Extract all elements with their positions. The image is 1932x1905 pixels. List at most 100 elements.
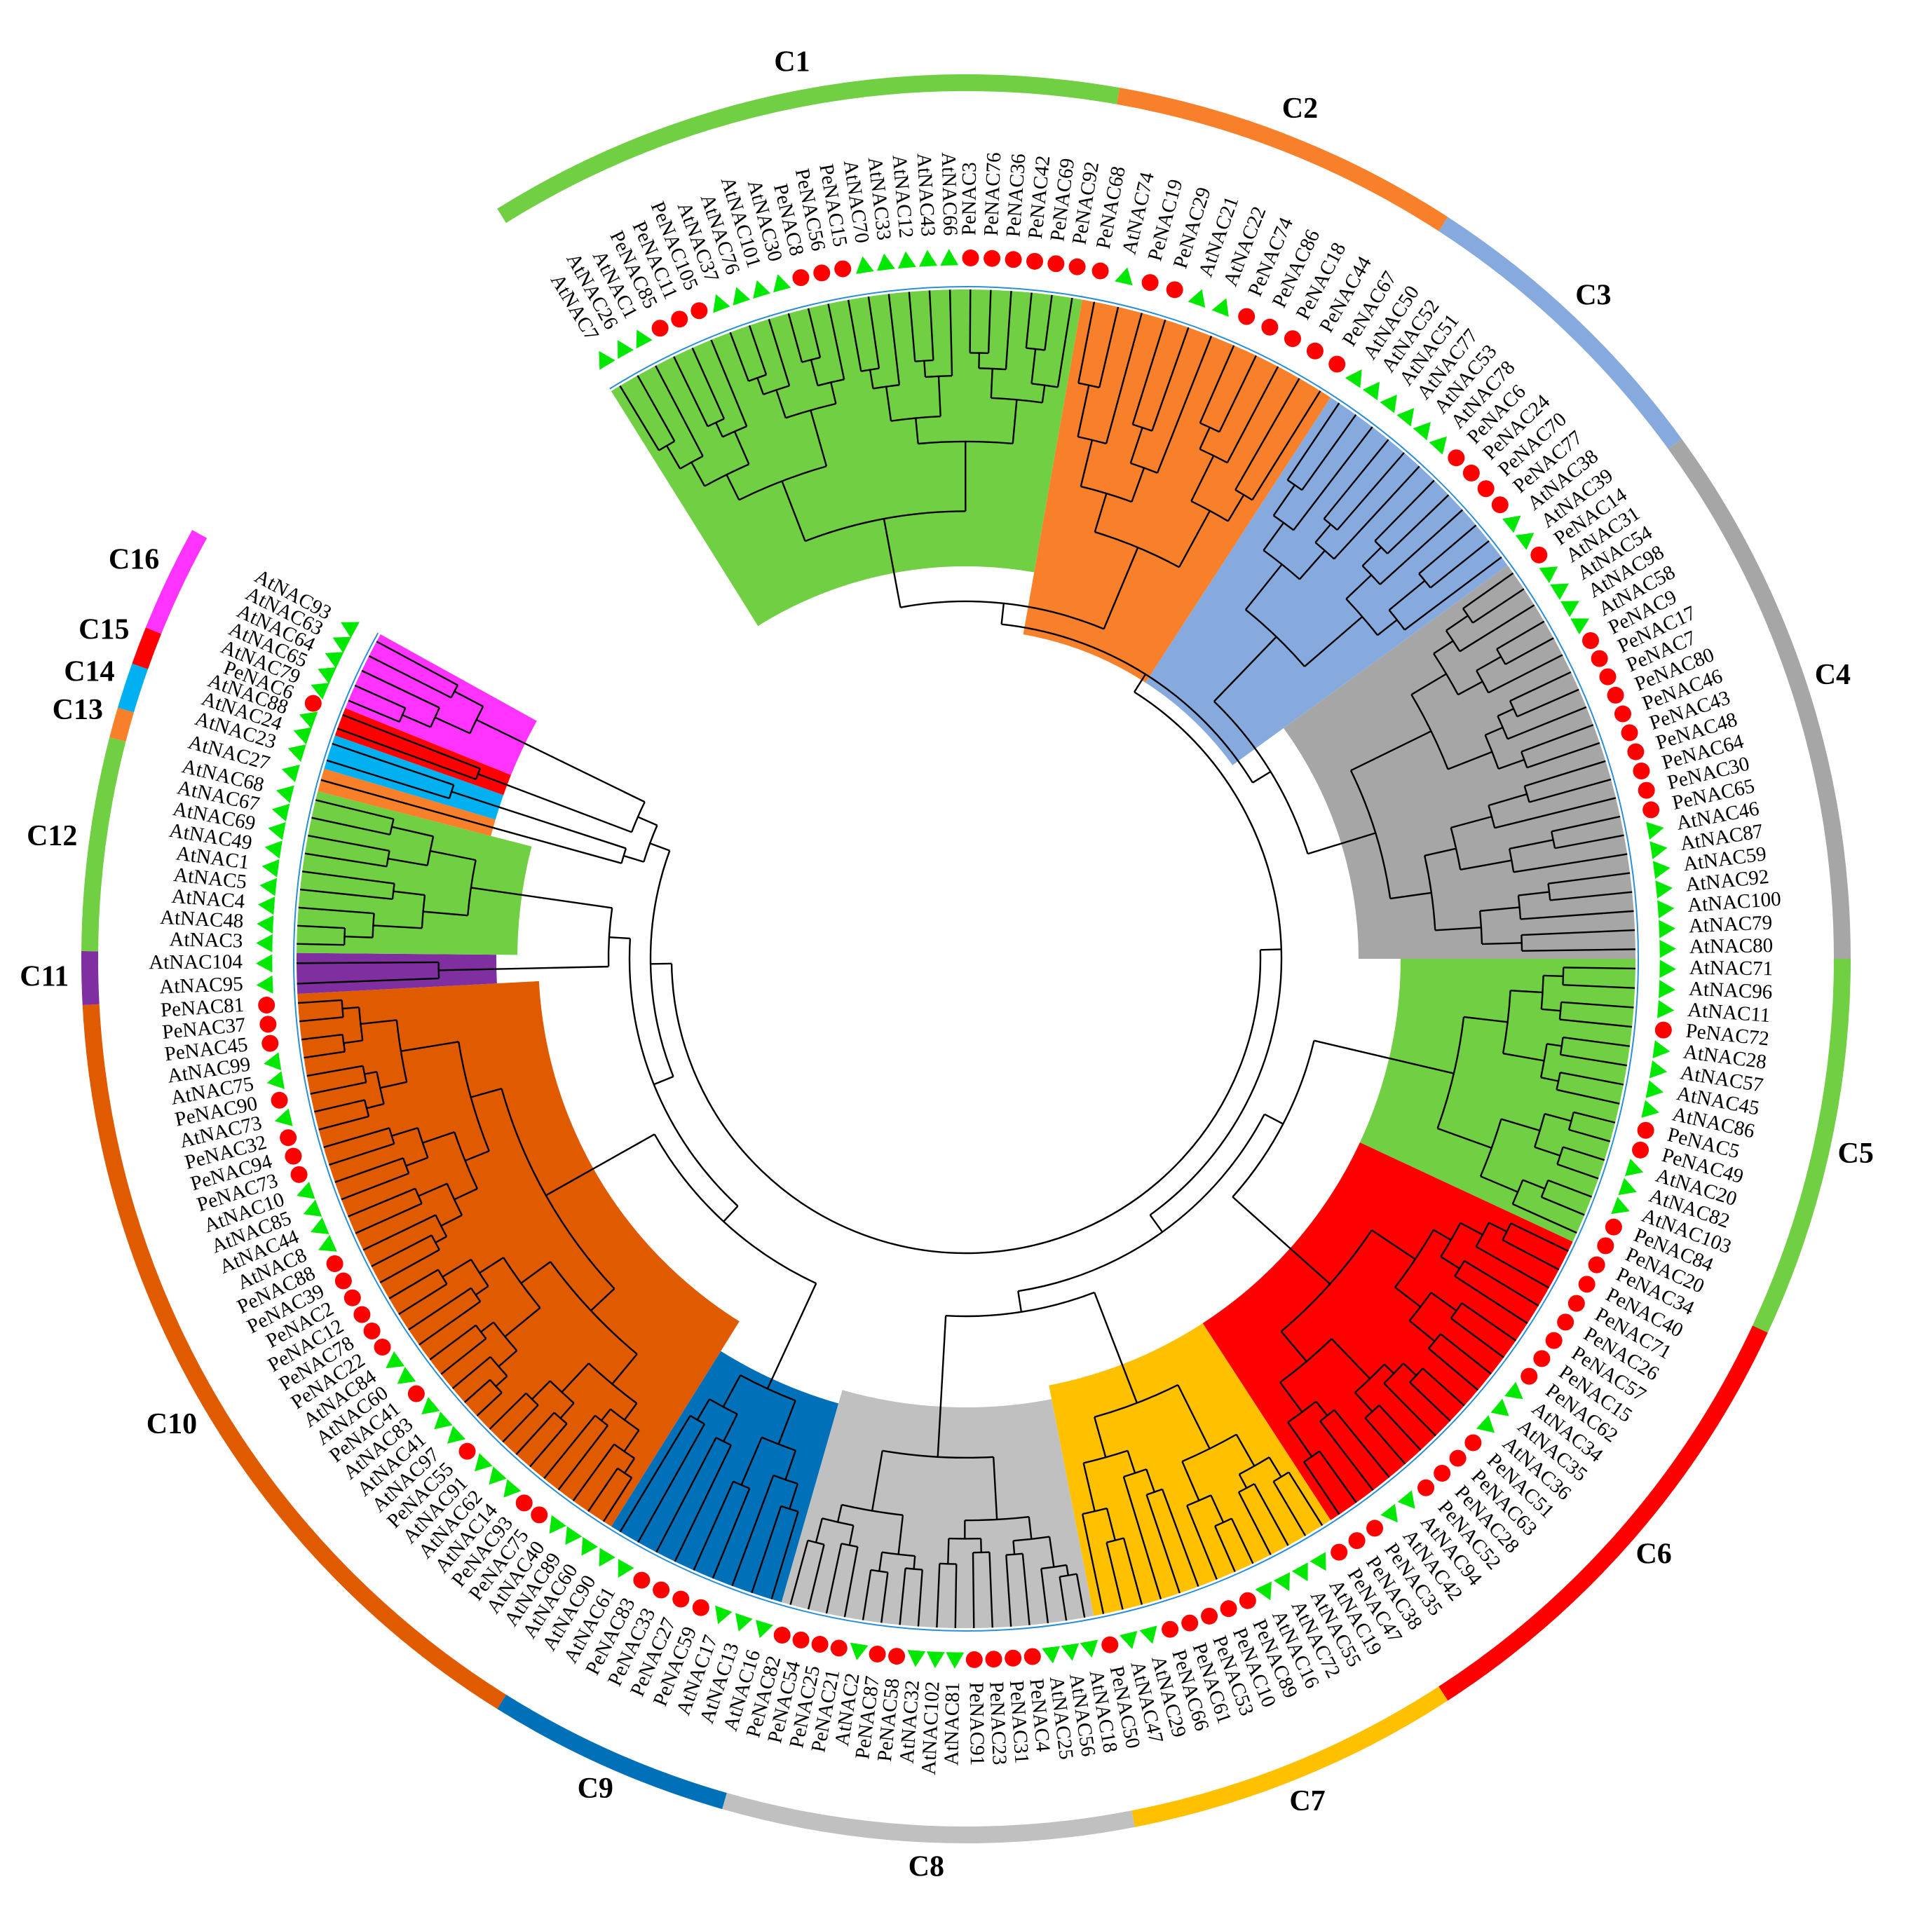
clade-c9-branch (722, 1374, 742, 1407)
clade-c6-branch (1280, 1330, 1307, 1363)
clade-c6-branch (1450, 1317, 1504, 1358)
clade-c10-node-arc (493, 1321, 518, 1351)
clade-c8-branch (789, 1540, 809, 1605)
clade-c3-branch (1301, 414, 1357, 491)
clade-c1-node-arc (1031, 383, 1059, 388)
penac-marker (259, 1016, 277, 1033)
clade-c8-branch (862, 1569, 872, 1620)
atnac-marker (599, 350, 615, 370)
backbone-arc (900, 600, 1105, 630)
clade-c7-branch (1186, 1505, 1218, 1580)
atnac-marker (1120, 1631, 1138, 1649)
clade-c5-node-arc (1540, 975, 1544, 1009)
clade-c1-node-arc (801, 356, 821, 363)
atnac-marker (1273, 1572, 1291, 1591)
clade-c1-node-arc (748, 374, 767, 382)
clade-c9-branch (777, 1400, 796, 1445)
clade-c2-branch (1218, 355, 1257, 432)
clade-c10-branch (422, 1131, 455, 1144)
clade-label-c4: C4 (1815, 659, 1851, 691)
clade-c5-node-arc (1558, 1002, 1563, 1020)
atnac-marker (581, 1536, 599, 1556)
clade-c10-branch (318, 1115, 369, 1131)
clade-label-c15: C15 (79, 614, 129, 646)
clade-c6-node-arc (1364, 1405, 1380, 1419)
clade-c8-branch (815, 1518, 824, 1543)
clade-c5-branch (1510, 990, 1543, 994)
atnac-marker (297, 1182, 315, 1199)
clade-c4-node-arc (1497, 716, 1509, 739)
clade-c9-node-arc (715, 1437, 732, 1447)
backbone-branch (470, 887, 613, 909)
atnac-marker (434, 1411, 453, 1430)
clade-c1-branch (937, 376, 941, 417)
clade-c12-branch (302, 870, 395, 885)
clade-c7-node-arc (1106, 1537, 1124, 1543)
clade-c10-branch (400, 1041, 459, 1052)
atnac-marker (271, 803, 290, 822)
clade-c4-node-arc (1484, 735, 1499, 770)
clade-c5-branch (1512, 1203, 1577, 1234)
penac-marker (1449, 1449, 1467, 1467)
clade-c4-branch (1550, 891, 1633, 901)
clade-c10-branch (440, 1214, 463, 1227)
atnac-marker (850, 1642, 869, 1660)
penac-marker (1607, 686, 1624, 704)
clade-c3-node-arc (1374, 540, 1389, 554)
penac-marker (962, 250, 979, 267)
clade-c2-node-arc (1077, 435, 1107, 445)
penac-marker (1614, 705, 1631, 723)
clade-c4-branch (1509, 671, 1572, 702)
penac-marker (515, 1494, 533, 1512)
clade-c10-branch (515, 1412, 555, 1456)
clade-sector-c16 (345, 634, 537, 775)
clade-c7-node-arc (1123, 1468, 1147, 1478)
atnac-marker (275, 785, 294, 803)
tree-branches (293, 286, 1639, 1632)
atnac-marker (318, 1235, 337, 1252)
tip-circle (293, 286, 1639, 1632)
clade-sector-c6 (1202, 1142, 1573, 1520)
clade-c10-branch (405, 1156, 428, 1167)
clade-c10-branch (379, 1249, 440, 1284)
clade-c8-branch (897, 1515, 904, 1555)
penac-marker (1462, 464, 1480, 482)
clade-c8-branch (848, 1525, 855, 1545)
clade-c10-branch (623, 1429, 640, 1452)
clade-c5-branch (1540, 1077, 1559, 1082)
leaf-label: AtNAC66 (937, 152, 962, 236)
clade-c2-branch (1226, 366, 1279, 463)
clade-c5-branch (1560, 1072, 1624, 1086)
penac-marker (1434, 1464, 1451, 1482)
clade-c6-branch (1440, 1256, 1460, 1269)
backbone-arc (630, 801, 646, 833)
clade-c4-branch (1457, 681, 1483, 696)
atnac-marker (926, 1651, 945, 1669)
clade-c10-node-arc (458, 1042, 490, 1152)
clade-c10-node-arc (435, 1214, 448, 1237)
clade-c1-branch (915, 418, 919, 444)
clade-ring-c5 (1753, 958, 1851, 1333)
clade-label-c16: C16 (109, 544, 159, 576)
atnac-marker (1490, 1398, 1509, 1416)
clade-c2-branch (1190, 455, 1215, 502)
clade-c6-branch (1383, 1363, 1395, 1374)
penac-marker (1621, 724, 1638, 742)
clade-c6-branch (1364, 1417, 1406, 1465)
penac-marker (692, 1599, 709, 1616)
clade-c16-branch (376, 641, 458, 686)
clade-ring-c10 (82, 1004, 506, 1709)
clade-c10-branch (298, 999, 342, 1004)
clade-c8-branch (871, 1450, 883, 1511)
clade-c1-branch (756, 377, 765, 395)
clade-c4-node-arc (1410, 694, 1449, 770)
clade-c1-branch (948, 289, 953, 376)
clade-c1-branch (987, 289, 992, 354)
atnac-marker (1649, 1060, 1668, 1079)
atnac-marker (1657, 999, 1675, 1018)
clade-c4-node-arc (1508, 848, 1515, 873)
clade-c4-branch (1350, 730, 1432, 772)
clade-c1-branch (787, 313, 803, 363)
atnac-marker (256, 954, 273, 973)
